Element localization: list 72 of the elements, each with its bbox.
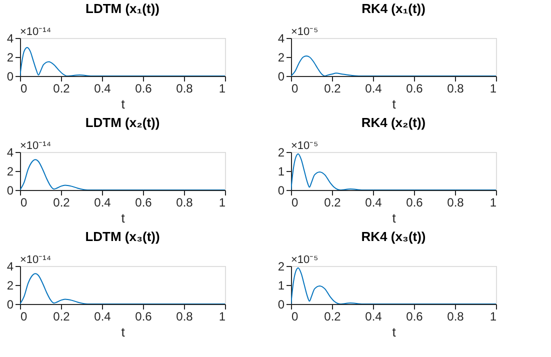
x-tick-label: 1 bbox=[218, 82, 226, 96]
y-tick-label: 2 bbox=[278, 260, 285, 274]
chart-title: LDTM (x₃(t)) bbox=[85, 229, 160, 244]
y-tick-label: 4 bbox=[6, 146, 14, 160]
x-tick-label: 0.6 bbox=[135, 196, 152, 210]
x-tick-label: 0 bbox=[292, 310, 298, 324]
x-tick-label: 1 bbox=[218, 310, 226, 324]
x-tick-label: 0.4 bbox=[365, 310, 382, 324]
x-tick-label: 0 bbox=[292, 196, 298, 210]
x-tick-label: 0.2 bbox=[324, 82, 342, 96]
y-tick-label: 0 bbox=[278, 298, 285, 312]
x-axis-title: t bbox=[392, 210, 396, 226]
x-tick-label: 0.8 bbox=[176, 82, 194, 96]
x-tick-label: 0.6 bbox=[406, 310, 424, 324]
x-tick-label: 0.4 bbox=[94, 310, 112, 324]
y-tick-label: 2 bbox=[6, 50, 14, 64]
x-tick-label: 0.6 bbox=[135, 310, 152, 324]
x-tick-label: 0 bbox=[292, 82, 298, 96]
text: ×10⁻⁵ bbox=[291, 140, 318, 152]
text: ×10⁻¹⁴ bbox=[20, 254, 52, 266]
x-tick-label: 0.8 bbox=[447, 82, 464, 96]
y-tick-label: 0 bbox=[6, 184, 14, 198]
x-tick-label: 0.8 bbox=[176, 310, 194, 324]
x-tick-label: 1 bbox=[490, 82, 497, 96]
x-tick-label: 0.8 bbox=[447, 196, 464, 210]
y-tick-label: 0 bbox=[278, 184, 285, 198]
x-tick-label: 0.2 bbox=[53, 310, 70, 324]
chart-title: LDTM (x₂(t)) bbox=[85, 115, 160, 130]
y-tick-label: 1 bbox=[278, 164, 285, 178]
x-axis-title: t bbox=[121, 324, 126, 340]
x-tick-label: 1 bbox=[218, 196, 226, 210]
x-tick-label: 0.4 bbox=[94, 82, 112, 96]
x-tick-label: 1 bbox=[490, 310, 497, 324]
chart-title: RK4 (x₁(t)) bbox=[362, 1, 426, 16]
y-tick-label: 2 bbox=[6, 164, 14, 178]
y-tick-label: 1 bbox=[278, 278, 285, 292]
x-axis-title: t bbox=[121, 96, 126, 112]
x-tick-label: 0.6 bbox=[135, 82, 152, 96]
x-axis-title: t bbox=[392, 96, 396, 112]
x-tick-label: 0.6 bbox=[406, 196, 424, 210]
x-tick-label: 0.4 bbox=[365, 196, 382, 210]
x-axis-title: t bbox=[392, 324, 396, 340]
x-tick-label: 0.8 bbox=[447, 310, 464, 324]
x-axis-title: t bbox=[121, 210, 126, 226]
text: ×10⁻¹⁴ bbox=[20, 26, 52, 38]
x-tick-label: 0.2 bbox=[324, 310, 342, 324]
y-tick-label: 0 bbox=[278, 70, 285, 84]
x-tick-label: 0.2 bbox=[324, 196, 342, 210]
text: ×10⁻¹⁴ bbox=[20, 140, 52, 152]
y-tick-label: 0 bbox=[6, 298, 14, 312]
chart-title: RK4 (x₃(t)) bbox=[361, 229, 426, 244]
chart-title: LDTM (x₁(t)) bbox=[86, 1, 160, 16]
x-tick-label: 0 bbox=[20, 82, 28, 96]
x-tick-label: 0.2 bbox=[53, 196, 70, 210]
text: ×10⁻⁵ bbox=[291, 26, 318, 38]
text: ×10⁻⁵ bbox=[291, 254, 318, 266]
chart-title: RK4 (x₂(t)) bbox=[361, 115, 426, 130]
x-tick-label: 0.4 bbox=[365, 82, 382, 96]
x-tick-label: 0 bbox=[20, 196, 28, 210]
y-tick-label: 2 bbox=[278, 146, 285, 160]
y-tick-label: 2 bbox=[6, 278, 14, 292]
y-tick-label: 4 bbox=[278, 32, 285, 46]
y-tick-label: 2 bbox=[278, 50, 285, 64]
y-tick-label: 4 bbox=[6, 32, 14, 46]
x-tick-label: 0 bbox=[20, 310, 28, 324]
x-tick-label: 0.2 bbox=[53, 82, 70, 96]
y-tick-label: 0 bbox=[6, 70, 14, 84]
x-tick-label: 0.8 bbox=[176, 196, 194, 210]
x-tick-label: 0.4 bbox=[94, 196, 112, 210]
x-tick-label: 1 bbox=[490, 196, 497, 210]
x-tick-label: 0.6 bbox=[406, 82, 424, 96]
y-tick-label: 4 bbox=[6, 260, 14, 274]
